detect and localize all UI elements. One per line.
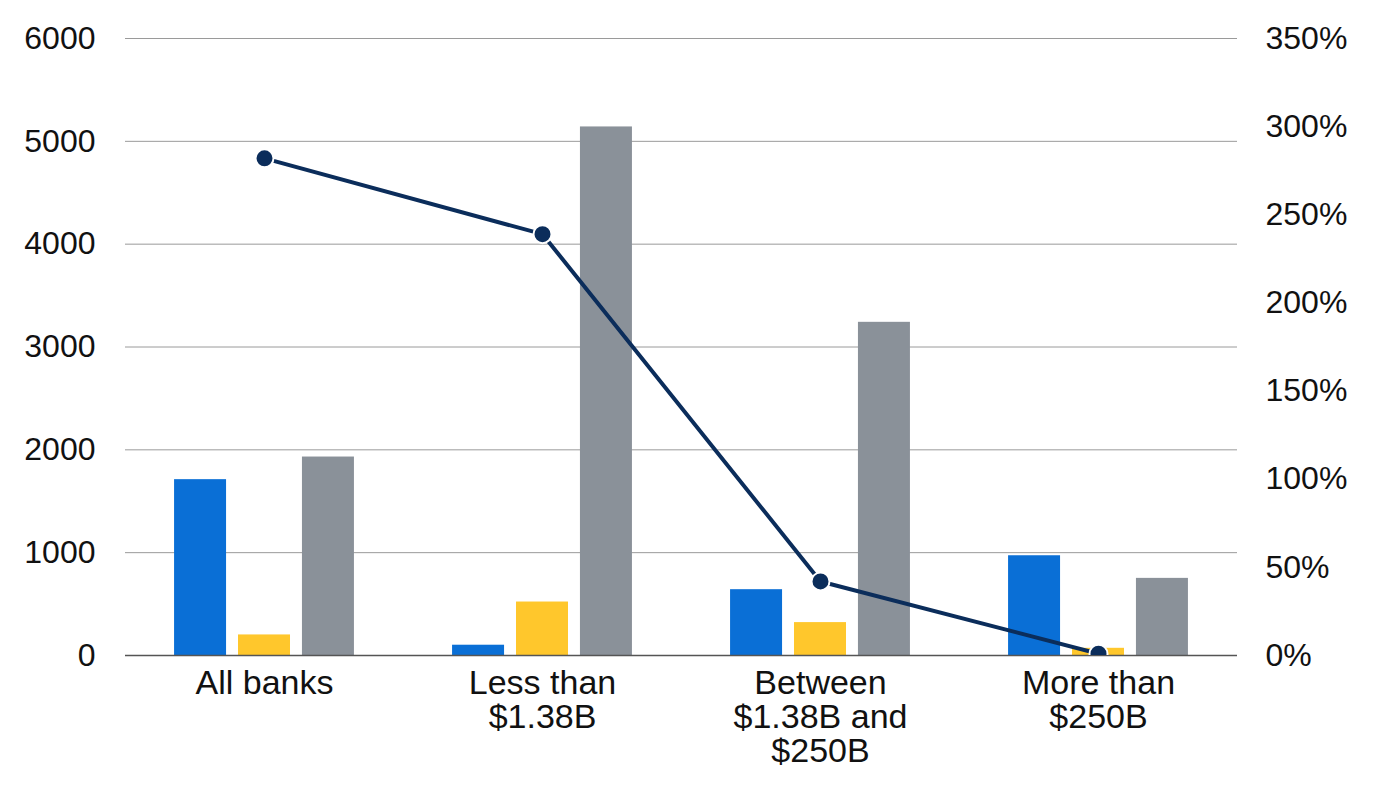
svg-text:350%: 350% <box>1266 20 1348 56</box>
svg-text:0%: 0% <box>1266 637 1312 673</box>
svg-text:150%: 150% <box>1266 372 1348 408</box>
svg-text:250%: 250% <box>1266 196 1348 232</box>
svg-text:300%: 300% <box>1266 108 1348 144</box>
svg-text:5000: 5000 <box>24 123 95 159</box>
svg-text:All banks: All banks <box>196 663 334 701</box>
svg-text:1000: 1000 <box>24 534 95 570</box>
svg-text:0: 0 <box>78 637 96 673</box>
svg-text:6000: 6000 <box>24 20 95 56</box>
svg-text:100%: 100% <box>1266 460 1348 496</box>
svg-text:50%: 50% <box>1266 549 1330 585</box>
svg-text:Between$1.38B and$250B: Between$1.38B and$250B <box>734 663 908 769</box>
svg-text:200%: 200% <box>1266 284 1348 320</box>
svg-text:2000: 2000 <box>24 431 95 467</box>
svg-text:More than$250B: More than$250B <box>1022 663 1175 735</box>
svg-text:3000: 3000 <box>24 328 95 364</box>
svg-text:Less than$1.38B: Less than$1.38B <box>469 663 616 735</box>
svg-text:4000: 4000 <box>24 225 95 261</box>
